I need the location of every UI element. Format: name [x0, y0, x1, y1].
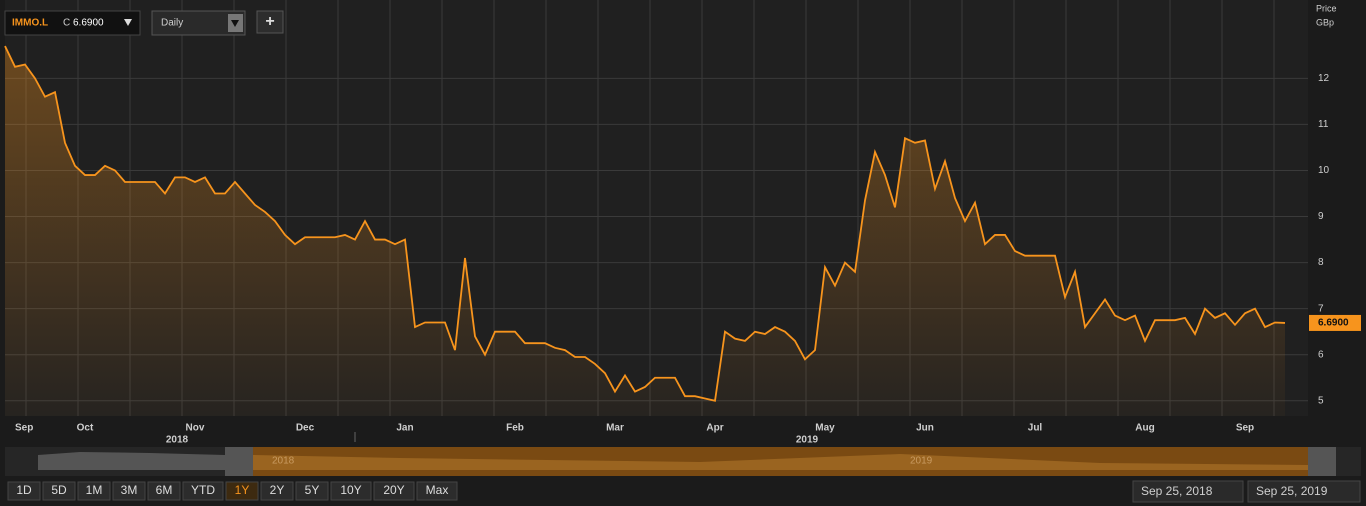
date-to-box[interactable] [1247, 480, 1361, 503]
navigator-year: 2019 [910, 456, 933, 467]
x-tick-label: Jul [1028, 423, 1043, 434]
range-label: 2Y [270, 483, 285, 497]
last-value-label: 6.6900 [1318, 318, 1349, 329]
navigator-area [38, 452, 225, 470]
range-button[interactable] [330, 481, 372, 501]
y-tick-label: 12 [1318, 73, 1330, 84]
navigator-handle[interactable] [1308, 447, 1336, 476]
date-to: Sep 25, 2019 [1256, 484, 1328, 498]
x-tick-label: Nov [186, 423, 205, 434]
x-tick-label: Aug [1135, 423, 1154, 434]
y-tick-label: 5 [1318, 395, 1324, 406]
x-year-label: 2018 [166, 435, 189, 446]
x-tick-label: Dec [296, 423, 315, 434]
dropdown-arrow [124, 19, 132, 26]
x-tick-label: Mar [606, 423, 624, 434]
range-label: 5D [51, 483, 67, 497]
range-label: YTD [191, 483, 215, 497]
add-button[interactable] [256, 10, 284, 34]
navigator-year: 2018 [272, 456, 295, 467]
close-value: 6.6900 [73, 18, 104, 29]
x-tick-label: May [815, 423, 835, 434]
range-button[interactable] [147, 481, 181, 501]
y-tick-label: 7 [1318, 303, 1324, 314]
y-axis-label: Price [1316, 3, 1337, 13]
dropdown-arrow [231, 20, 239, 27]
range-button[interactable] [295, 481, 329, 501]
range-label: 20Y [383, 483, 404, 497]
range-label: 10Y [340, 483, 361, 497]
x-year-label: 2019 [796, 435, 819, 446]
y-tick-label: 10 [1318, 165, 1330, 176]
range-button[interactable] [260, 481, 294, 501]
add-icon: + [265, 13, 274, 30]
y-tick-label: 11 [1318, 119, 1329, 130]
date-from-box[interactable] [1132, 480, 1244, 503]
x-tick-label: Feb [506, 423, 524, 434]
navigator-area [253, 454, 1308, 470]
interval: Daily [161, 18, 183, 29]
x-tick-label: Sep [1236, 423, 1254, 434]
x-tick-label: Jun [916, 423, 934, 434]
plot [4, 45, 1286, 416]
area [5, 46, 1285, 416]
range-button[interactable] [42, 481, 76, 501]
y-tick-label: 8 [1318, 257, 1324, 268]
x-tick-label: Sep [15, 423, 33, 434]
last-value-tag [1309, 314, 1361, 331]
y-tick-label: 9 [1318, 211, 1324, 222]
range-button[interactable] [225, 481, 259, 501]
y-tick-label: 6 [1318, 349, 1324, 360]
range-label: 1M [86, 483, 103, 497]
x-tick-label: Jan [396, 423, 413, 434]
symbol: IMMO.L [12, 18, 48, 29]
range-label: 5Y [305, 483, 320, 497]
range-label: 1Y [235, 483, 250, 497]
close-prefix: C [63, 18, 70, 29]
range-label: Max [426, 483, 449, 497]
range-button[interactable] [112, 481, 146, 501]
y-axis-unit: GBp [1316, 17, 1334, 27]
range-button[interactable] [77, 481, 111, 501]
x-tick-label: Oct [77, 423, 94, 434]
range-label: 1D [16, 483, 32, 497]
range-buttons: 1D 5D 1M 3M 6M YTD 1Y 2Y 5Y 10Y 20Y Max [7, 481, 458, 501]
range-button[interactable] [182, 481, 224, 501]
navigator-handle[interactable] [225, 447, 253, 476]
symbol-box[interactable] [4, 10, 141, 36]
range-button[interactable] [416, 481, 458, 501]
x-tick-label: Apr [706, 423, 723, 434]
range-label: 3M [121, 483, 138, 497]
range-button[interactable] [373, 481, 415, 501]
range-button[interactable] [7, 481, 41, 501]
date-from: Sep 25, 2018 [1141, 484, 1213, 498]
price-line [4, 45, 1286, 402]
range-label: 6M [156, 483, 173, 497]
